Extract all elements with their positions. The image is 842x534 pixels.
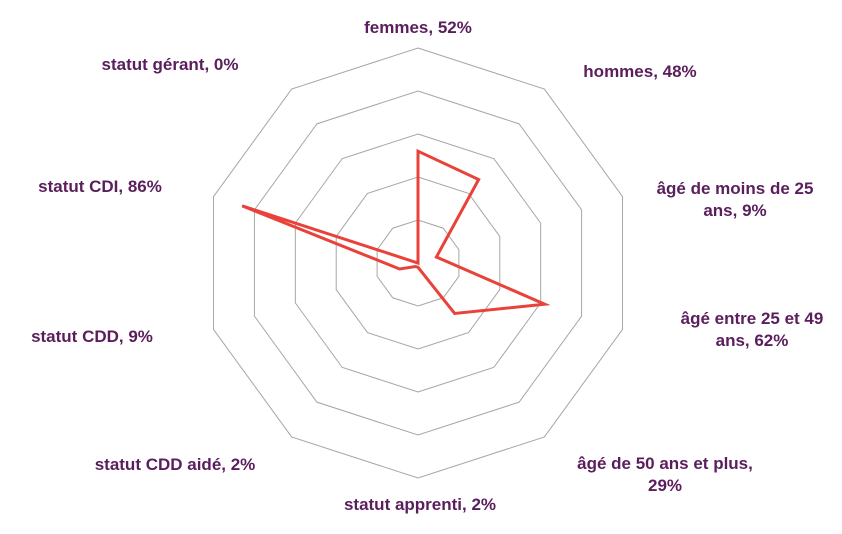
grid-ring [294,133,542,393]
data-line [241,148,551,316]
category-label: statut gérant, 0% [101,55,239,74]
category-label: hommes, 48% [583,62,697,81]
category-label: statut apprenti, 2% [343,495,497,514]
category-label: âgé entre 25 et 49 ans, 62% [680,309,824,350]
grid-ring [213,47,623,479]
grid-ring [253,90,583,436]
category-label: statut CDD, 9% [31,327,153,346]
category-label: femmes, 52% [364,18,472,37]
category-label: âgé de moins de 25 ans, 9% [656,179,814,220]
grid-ring [335,176,501,350]
category-label: statut CDD aidé, 2% [94,455,256,474]
grid-ring [376,219,460,307]
category-label: âgé de 50 ans et plus, 29% [577,454,753,495]
category-label: statut CDI, 86% [38,177,162,196]
